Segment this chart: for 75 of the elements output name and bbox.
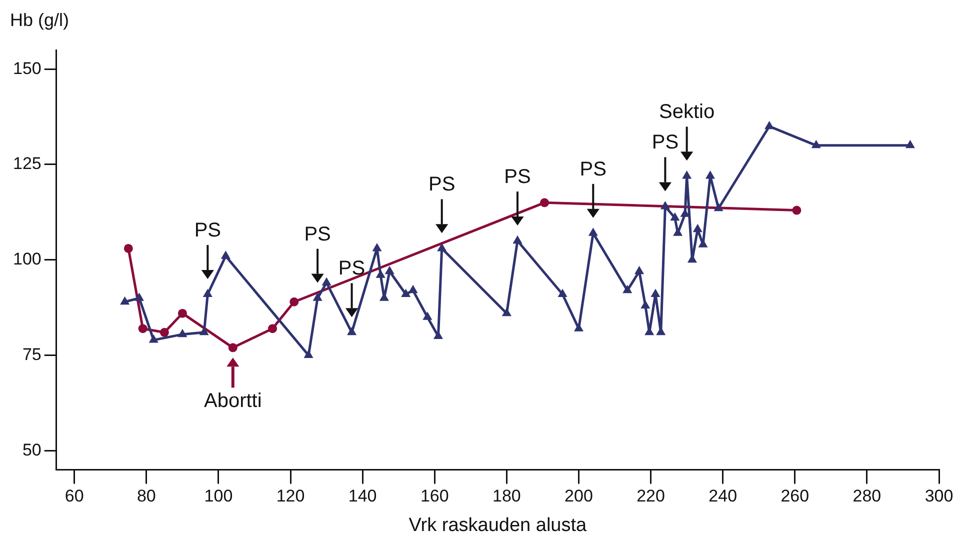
point [178,308,187,318]
x-tick-label: 120 [276,486,305,506]
point [199,326,209,336]
point [372,242,382,252]
annotation: PS [580,158,606,180]
y-tick-label: 100 [12,250,42,269]
point [408,284,418,294]
annotation: PS [428,174,456,196]
x-tick-label: 180 [492,486,521,506]
point [148,334,158,343]
x-axis-title: Vrk raskauden alusta [408,514,587,536]
x-tick-label: 300 [924,486,954,506]
point [540,198,550,208]
annotation: PS [504,166,531,188]
annotation: Abortti [204,390,262,412]
x-tick-label: 240 [708,486,738,506]
point [202,288,212,297]
point [228,343,238,352]
x-tick-label: 200 [564,486,593,506]
point [124,244,133,253]
point [376,270,386,278]
point [764,120,774,130]
y-tick-label: 125 [12,154,42,174]
annotation: Sektio [659,101,715,124]
y-tick-label: 50 [22,440,42,460]
point [588,228,598,236]
annotation: PS [652,132,679,154]
point [437,242,447,252]
point [120,296,130,305]
point [312,292,322,301]
x-tick-label: 60 [64,486,84,506]
x-tick-label: 140 [348,486,377,506]
point [670,212,680,221]
point [650,288,660,297]
point [160,328,169,337]
annotation: PS [304,223,331,246]
point [384,266,394,274]
point [792,206,802,215]
point [268,324,278,334]
point [422,312,432,320]
annotation: PS [338,258,366,280]
x-tick-label: 220 [636,486,665,506]
point [558,288,568,297]
point [811,140,821,148]
point [178,328,188,338]
point [322,277,332,286]
point [634,266,644,274]
point [502,308,512,316]
point [705,170,715,179]
point [905,140,915,148]
x-tick-label: 80 [136,486,156,506]
y-tick-label: 75 [22,344,42,364]
point [673,228,683,236]
point [692,224,702,232]
point [574,323,584,332]
point [134,292,144,301]
point [714,202,724,212]
y-tick-label: 150 [12,58,42,78]
point [622,284,632,294]
point [682,170,692,179]
point [220,250,230,259]
y-axis-title: Hb (g/l) [10,10,70,30]
point [347,326,357,336]
point [401,288,411,297]
point [290,297,299,306]
point [660,200,670,210]
point [512,235,522,244]
x-tick-label: 100 [204,486,233,506]
x-tick-label: 260 [780,486,810,506]
point [640,300,650,308]
x-tick-label: 160 [420,486,449,506]
x-tick-label: 280 [852,486,882,506]
point [304,350,314,358]
point [138,324,148,334]
annotation: PS [194,219,222,242]
